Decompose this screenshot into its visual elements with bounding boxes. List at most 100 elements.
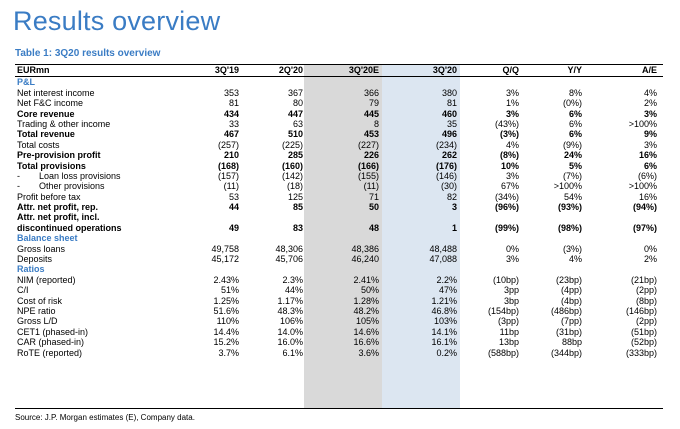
row-label: NPE ratio <box>17 306 56 316</box>
cell-qq: 4% <box>505 139 519 150</box>
row-label: Ratios <box>17 264 45 275</box>
table-row: Pre-provision profit 210 285 226 262 (8%) 24% 1… <box>15 150 663 160</box>
cell-ae: 0% <box>643 243 657 254</box>
row-label: Total costs <box>17 139 60 150</box>
cell-yy: (7pp) <box>560 316 582 327</box>
cell-3q20: 460 <box>441 108 457 119</box>
row-label: C/I <box>17 285 29 296</box>
cell-qq: (588bp) <box>487 347 519 358</box>
cell-qq: 1% <box>505 98 519 109</box>
cell-3q20: 14.1% <box>431 326 457 337</box>
table-row: Profit before tax 53 125 71 82 (34%) 54% 16% <box>15 192 663 202</box>
table-row: Core revenue 434 447 445 460 3% 6% 3% <box>15 109 663 119</box>
cell-ae: (2pp) <box>635 285 657 296</box>
row-label-line-1: Attr. net profit, incl. <box>17 212 100 223</box>
cell-3q20: 81 <box>446 98 457 109</box>
table-title: Table 1: 3Q20 results overview <box>15 48 161 59</box>
cell-2q20: 45,706 <box>275 254 303 265</box>
cell-ae: 9% <box>643 129 657 140</box>
header-yy: Y/Y <box>567 65 582 75</box>
cell-qq: (3pp) <box>497 316 519 327</box>
cell-yy: 4% <box>568 254 582 265</box>
cell-3q19: 49 <box>228 222 239 233</box>
cell-qq: (10bp) <box>492 274 519 285</box>
cell-2q20: 14.0% <box>277 326 303 337</box>
cell-qq: 3bp <box>503 295 519 306</box>
table-row: CET1 (phased-in) 14.4% 14.0% 14.6% 14.1% 11bp… <box>15 327 663 337</box>
cell-qq: 13bp <box>498 337 519 348</box>
header-3q19: 3Q'19 <box>214 65 239 75</box>
cell-2q20: 44% <box>284 285 303 296</box>
cell-ae: 3% <box>643 139 657 150</box>
table-body: P&L Net interest income 353 367 366 380 3% 8% 4%… <box>15 77 663 358</box>
cell-3q20: 16.1% <box>431 337 457 348</box>
cell-3q19: (168) <box>217 160 239 171</box>
row-label: Deposits <box>17 254 53 265</box>
cell-2q20: 106% <box>279 316 303 327</box>
cell-3q19: 15.2% <box>213 337 239 348</box>
cell-2q20: (225) <box>281 139 303 150</box>
indent-dash: - <box>17 170 20 181</box>
cell-ae: 16% <box>638 150 657 161</box>
cell-2q20: 125 <box>287 191 303 202</box>
header-label: EURmn <box>17 65 50 75</box>
cell-yy: 6% <box>568 108 582 119</box>
row-label: P&L <box>17 77 35 88</box>
cell-2q20: (160) <box>281 160 303 171</box>
cell-3q19: 45,172 <box>211 254 239 265</box>
row-label: Cost of risk <box>17 295 63 306</box>
cell-3q20: 3 <box>451 202 457 213</box>
cell-qq: 3% <box>505 87 519 98</box>
cell-2q20: 63 <box>292 118 303 129</box>
cell-ae: (51bp) <box>630 326 657 337</box>
row-label: Balance sheet <box>17 233 78 244</box>
cell-yy: (31bp) <box>555 326 582 337</box>
cell-ae: 2% <box>643 254 657 265</box>
cell-3q19: 51.6% <box>213 306 239 316</box>
cell-ae: 16% <box>638 191 657 202</box>
cell-3q20e: (227) <box>357 139 379 150</box>
source-note: Source: J.P. Morgan estimates (E), Compa… <box>15 413 195 422</box>
cell-3q19: (11) <box>223 181 239 192</box>
cell-3q20e: 8 <box>373 118 379 129</box>
cell-2q20: 1.17% <box>277 295 303 306</box>
cell-3q20: 496 <box>441 129 457 140</box>
cell-3q19: 44 <box>228 202 239 213</box>
cell-2q20: 6.1% <box>282 347 303 358</box>
cell-3q20e: 453 <box>363 129 379 140</box>
cell-yy: (9%) <box>562 139 582 150</box>
cell-3q19: 14.4% <box>213 326 239 337</box>
table-row: Deposits 45,172 45,706 46,240 47,088 3% 4% 2% <box>15 254 663 264</box>
section-header: Ratios <box>15 264 663 274</box>
cell-3q20e: (155) <box>357 170 379 181</box>
table-row: - Other provisions (11) (18) (11) (30) 67% >100… <box>15 181 663 191</box>
cell-qq: (43%) <box>494 118 519 129</box>
cell-ae: 3% <box>643 108 657 119</box>
cell-3q19: 81 <box>228 98 239 109</box>
cell-3q20: 46.8% <box>431 306 457 316</box>
cell-3q20e: 226 <box>363 150 379 161</box>
table-row: NPE ratio 51.6% 48.3% 48.2% 46.8% (154bp) (486… <box>15 306 663 316</box>
cell-3q20e: 1.28% <box>353 295 379 306</box>
cell-ae: (8bp) <box>635 295 657 306</box>
cell-3q19: 353 <box>223 87 239 98</box>
cell-3q20: 82 <box>446 191 457 202</box>
cell-yy: (23bp) <box>555 274 582 285</box>
cell-yy: 88bp <box>561 337 582 348</box>
cell-qq: (34%) <box>494 191 519 202</box>
cell-2q20: 85 <box>292 202 303 213</box>
cell-3q20e: 14.6% <box>353 326 379 337</box>
cell-ae: (333bp) <box>625 347 657 358</box>
row-label: Gross loans <box>17 243 66 254</box>
cell-3q20: 1.21% <box>431 295 457 306</box>
row-label: Total revenue <box>17 129 75 140</box>
table-row: CAR (phased-in) 15.2% 16.0% 16.6% 16.1% 13bp 8… <box>15 337 663 347</box>
cell-yy: 54% <box>563 191 582 202</box>
cell-3q20e: (166) <box>357 160 379 171</box>
cell-qq: 67% <box>500 181 519 192</box>
table-row: RoTE (reported) 3.7% 6.1% 3.6% 0.2% (588bp) (3… <box>15 348 663 358</box>
row-label: Gross L/D <box>17 316 58 327</box>
cell-3q19: 434 <box>223 108 239 119</box>
cell-3q19: 53 <box>228 191 239 202</box>
cell-2q20: (18) <box>286 181 303 192</box>
